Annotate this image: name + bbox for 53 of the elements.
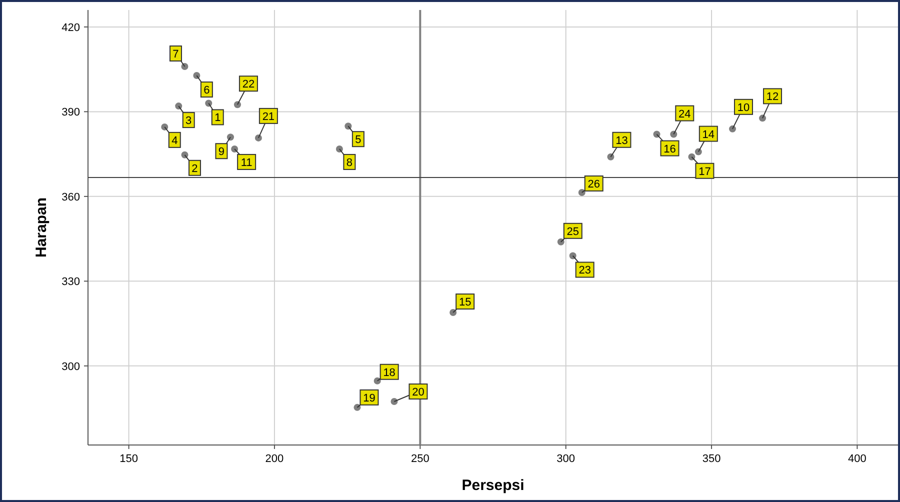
annotation: 26 [588,178,600,190]
point [557,238,564,246]
x-axis-title: Persepsi [462,477,524,494]
annotation: 21 [262,110,275,123]
annotation: 14 [702,128,715,141]
point [175,102,182,110]
point [161,123,168,130]
annotation: 19 [363,392,376,404]
y-tick-label: 360 [62,191,80,204]
point [670,130,678,138]
annotation: 16 [664,143,676,156]
y-axis-title: Harapan [33,197,50,258]
annotation: 11 [240,156,252,169]
annotation: 5 [355,134,362,146]
point [759,114,766,122]
annotation: 15 [458,296,472,309]
annotation: 1 [214,112,221,124]
annotation: 8 [346,156,353,169]
annotation: 22 [242,78,255,91]
point [688,153,696,160]
annotation: 20 [412,386,424,398]
annotation: 23 [578,264,591,277]
annotation: 10 [737,102,750,114]
x-tick-label: 400 [848,453,866,465]
annotation: 25 [566,226,580,238]
annotation: 12 [766,91,779,104]
y-tick-label: 330 [62,276,80,288]
y-tick-label: 420 [62,22,80,34]
annotation: 6 [204,84,210,97]
point [226,134,234,141]
point [231,145,238,152]
annotation: 9 [218,146,225,158]
annotation: 4 [172,134,178,147]
y-tick-label: 390 [62,106,80,119]
x-tick-label: 350 [702,453,721,465]
annotation: 17 [698,166,711,178]
point [193,72,200,80]
point [344,122,352,130]
annotation: 3 [186,115,192,128]
annotation: 7 [172,48,179,60]
annotation: 24 [678,108,691,120]
y-tick-label: 300 [62,360,80,373]
x-tick-label: 250 [410,453,430,465]
x-tick-label: 200 [265,453,284,465]
annotation: 2 [192,162,198,175]
x-tick-label: 150 [120,453,138,465]
point [450,309,457,316]
annotation: 13 [616,134,628,147]
point [254,134,262,142]
point [181,151,188,158]
x-tick-label: 300 [556,453,576,465]
annotation: 18 [383,366,396,379]
point [729,125,736,132]
